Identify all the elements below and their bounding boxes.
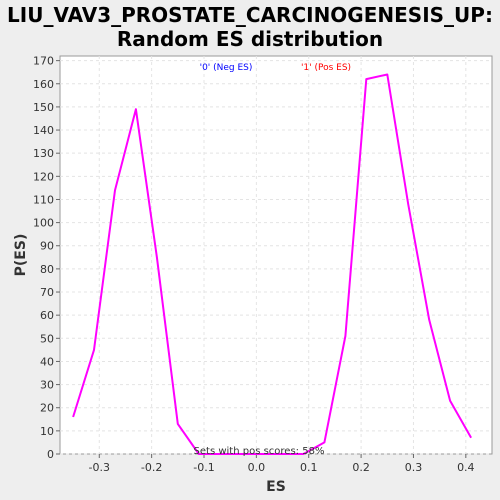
- y-tick-label: 140: [33, 124, 54, 137]
- y-tick-label: 50: [40, 332, 54, 345]
- y-tick-label: 100: [33, 217, 54, 230]
- y-tick-label: 130: [33, 147, 54, 160]
- chart-title-line-1: LIU_VAV3_PROSTATE_CARCINOGENESIS_UP:: [7, 3, 493, 27]
- y-tick-label: 70: [40, 286, 54, 299]
- x-tick-label: -0.3: [89, 461, 110, 474]
- x-tick-label: -0.2: [141, 461, 162, 474]
- y-tick-label: 60: [40, 309, 54, 322]
- grid: [60, 56, 492, 455]
- x-tick-label: -0.1: [193, 461, 214, 474]
- y-tick-label: 160: [33, 78, 54, 91]
- y-tick-label: 120: [33, 170, 54, 183]
- x-tick-label: 0.4: [457, 461, 475, 474]
- y-tick-label: 0: [47, 448, 54, 461]
- x-tick-label: 0.2: [352, 461, 370, 474]
- legend-entry-pos-es: '1' (Pos ES): [301, 63, 351, 73]
- y-tick-label: 10: [40, 425, 54, 438]
- x-tick-label: 0.1: [300, 461, 318, 474]
- y-tick-label: 170: [33, 55, 54, 68]
- pos-scores-annotation: Sets with pos scores: 58%: [194, 446, 325, 457]
- y-tick-label: 90: [40, 240, 54, 253]
- y-tick-label: 80: [40, 263, 54, 276]
- x-tick-label: 0.0: [248, 461, 266, 474]
- y-tick-label: 110: [33, 193, 54, 206]
- y-tick-label: 30: [40, 379, 54, 392]
- series-layer: [72, 73, 472, 455]
- y-tick-label: 40: [40, 355, 54, 368]
- axes: 0 10 20 30 40 50 60 70 80 90 100 110 120 130 140 150 160…: [33, 55, 475, 474]
- x-tick-label: 0.3: [405, 461, 423, 474]
- y-axis-label: P(ES): [13, 234, 29, 277]
- legend-entry-neg-es: '0' (Neg ES): [200, 63, 253, 73]
- y-tick-label: 150: [33, 101, 54, 114]
- chart-title-line-2: Random ES distribution: [117, 27, 383, 51]
- x-axis-label: ES: [266, 479, 286, 495]
- es-distribution-line: [72, 73, 472, 455]
- plot-area: [59, 55, 493, 455]
- y-tick-label: 20: [40, 402, 54, 415]
